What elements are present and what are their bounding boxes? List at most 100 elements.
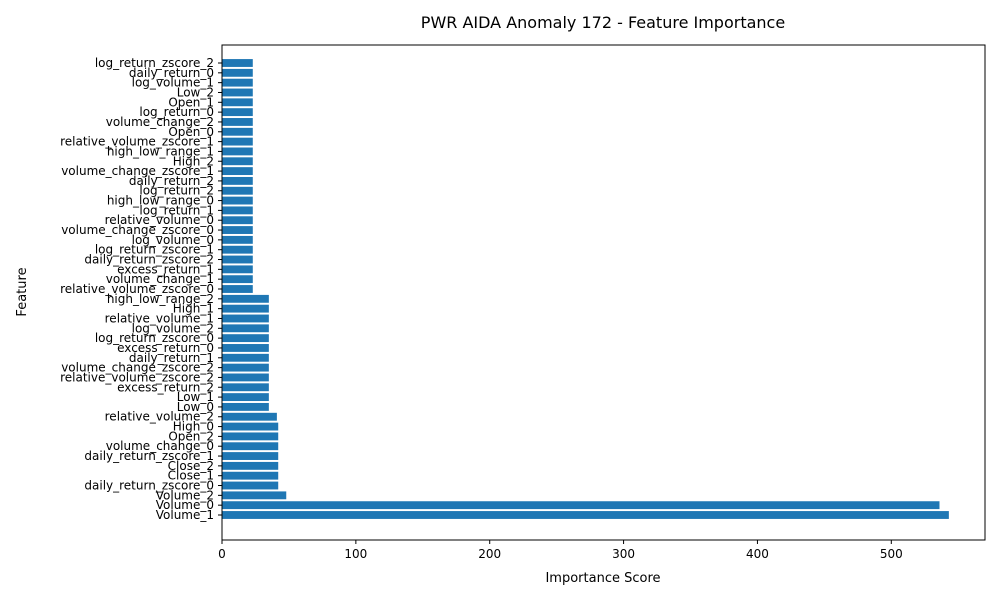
bar-Volume_0 [222,501,940,510]
y-tick-label: volume_change_zscore_0 [61,223,214,237]
x-tick-label: 200 [478,547,501,561]
bar-relative_volume_zscore_0 [222,285,253,293]
bar-high_low_range_0 [222,196,253,205]
bar-daily_return_zscore_1 [222,452,279,460]
bar-Open_0 [222,127,253,136]
y-tick-label: volume_change_zscore_2 [61,361,214,375]
bar-high_low_range_1 [222,147,253,156]
y-tick-label: high_low_range_0 [107,194,214,208]
y-tick-label: High_0 [173,420,214,434]
x-axis-ticks: 0 100 200 300 400 500 [218,540,903,561]
y-tick-label: log_return_zscore_1 [95,243,214,257]
y-tick-label: log_volume_1 [132,76,214,90]
y-axis-ticks: Volume_1Volume_0Volume_2daily_return_zsc… [60,56,222,522]
y-tick-label: daily_return_0 [129,66,214,80]
y-tick-label: log_volume_2 [132,321,214,335]
bar-relative_volume_zscore_1 [222,137,253,146]
bar-Low_1 [222,393,269,402]
bar-log_return_zscore_0 [222,334,269,343]
y-tick-label: log_return_1 [139,203,214,217]
x-tick-label: 400 [746,547,769,561]
y-tick-label: excess_return_1 [117,262,214,276]
bar-daily_return_1 [222,353,269,362]
bar-log_return_2 [222,186,253,195]
bar-volume_change_zscore_2 [222,363,269,372]
y-tick-label: daily_return_zscore_2 [84,253,214,267]
y-tick-label: Open_2 [168,429,214,443]
y-tick-label: relative_volume_zscore_1 [60,135,214,149]
y-tick-label: daily_return_1 [129,351,214,365]
y-tick-label: Low_2 [177,85,214,99]
y-tick-label: volume_change_0 [106,439,214,453]
bar-volume_change_0 [222,442,279,451]
y-tick-label: high_low_range_1 [107,144,214,158]
x-tick-label: 500 [880,547,903,561]
x-axis-label: Importance Score [545,571,660,586]
bar-Low_0 [222,402,269,411]
y-tick-label: relative_volume_zscore_2 [60,370,214,384]
bar-log_return_zscore_2 [222,59,253,67]
bar-log_return_1 [222,206,253,215]
y-tick-label: relative_volume_1 [105,311,214,325]
y-tick-label: daily_return_zscore_1 [84,449,214,463]
bar-Open_2 [222,432,279,441]
y-tick-label: relative_volume_2 [105,410,214,424]
bar-Close_2 [222,461,279,470]
bar-relative_volume_1 [222,314,269,323]
y-tick-label: log_return_zscore_0 [95,331,214,345]
x-tick-label: 300 [612,547,635,561]
y-tick-label: Open_0 [168,125,214,139]
y-tick-label: high_low_range_2 [107,292,214,306]
bar-excess_return_1 [222,265,253,274]
bar-volume_change_zscore_0 [222,226,253,234]
bar-log_volume_0 [222,235,253,244]
y-tick-label: Close_1 [168,469,214,483]
bar-high_low_range_2 [222,294,269,303]
y-tick-label: relative_volume_zscore_0 [60,282,214,296]
bar-volume_change_zscore_1 [222,167,253,176]
y-tick-label: Volume_2 [156,488,214,502]
x-tick-label: 0 [218,547,226,561]
y-axis-label: Feature [15,267,30,316]
bar-volume_change_2 [222,118,253,126]
plot-frame [221,44,986,541]
bar-log_volume_2 [222,324,269,333]
bar-relative_volume_2 [222,412,277,421]
bar-Volume_2 [222,491,287,500]
y-tick-label: daily_return_zscore_0 [84,479,214,493]
bars-group [222,59,949,519]
y-tick-label: Close_2 [168,459,214,473]
bar-relative_volume_zscore_2 [222,373,269,382]
y-tick-label: relative_volume_0 [105,213,214,227]
bar-Volume_1 [222,511,949,519]
y-tick-label: Volume_1 [156,508,214,522]
bar-log_return_zscore_1 [222,245,253,254]
y-tick-label: log_return_0 [139,105,214,119]
bar-excess_return_0 [222,344,269,352]
y-tick-label: volume_change_zscore_1 [61,164,214,178]
bar-daily_return_0 [222,68,253,77]
x-tick-label: 100 [344,547,367,561]
bar-daily_return_2 [222,176,253,185]
bar-High_2 [222,157,253,166]
bar-volume_change_1 [222,275,253,284]
y-tick-label: Low_1 [177,390,214,404]
y-tick-label: High_2 [173,154,214,168]
bar-High_0 [222,422,279,431]
bar-Close_1 [222,471,279,480]
y-tick-label: excess_return_0 [117,341,214,355]
y-tick-label: log_return_zscore_2 [95,56,214,70]
y-tick-label: excess_return_2 [117,380,214,394]
y-tick-label: Low_0 [177,400,214,414]
y-tick-label: log_volume_0 [132,233,214,247]
bar-Low_2 [222,88,253,97]
y-tick-label: High_1 [173,302,214,316]
y-tick-label: volume_change_1 [106,272,214,286]
y-tick-label: volume_change_2 [106,115,214,129]
bar-Open_1 [222,98,253,107]
bar-relative_volume_0 [222,216,253,225]
bar-daily_return_zscore_0 [222,481,279,490]
y-tick-label: Volume_0 [156,498,214,512]
